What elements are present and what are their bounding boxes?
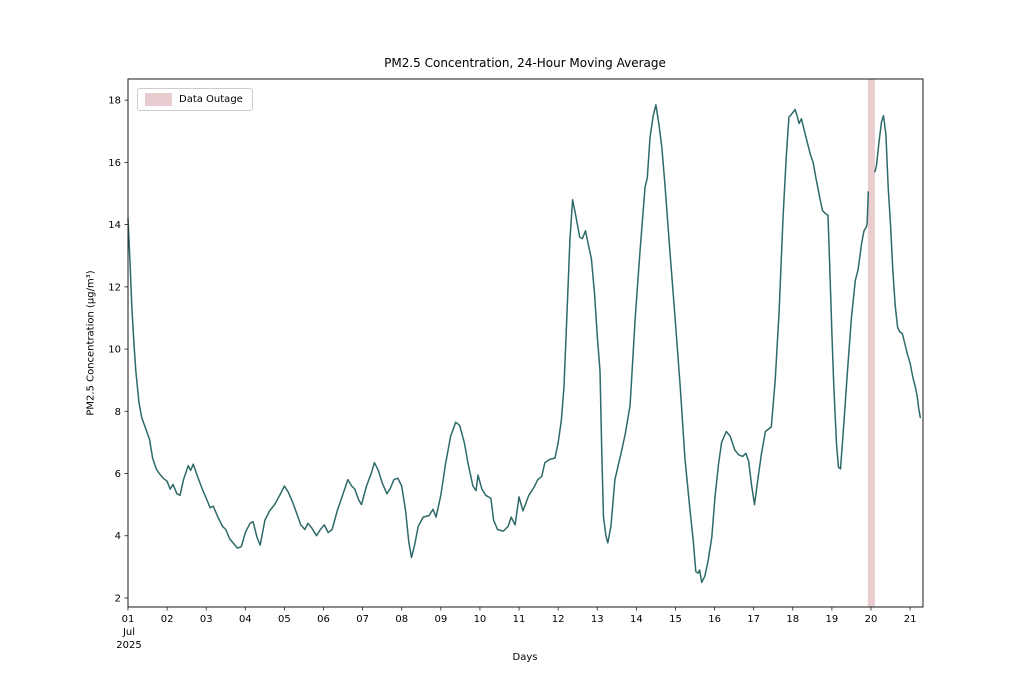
- y-tick-label: 8: [115, 407, 121, 418]
- x-tick-label: 13: [591, 614, 604, 625]
- x-tick-label: 14: [630, 614, 643, 625]
- legend-label: Data Outage: [179, 94, 243, 105]
- x-tick-label: 01: [122, 614, 135, 625]
- x-axis-label: Days: [512, 652, 538, 663]
- x-tick-label: 06: [317, 614, 330, 625]
- x-tick-label: 11: [513, 614, 526, 625]
- x-tick-label: 03: [200, 614, 213, 625]
- y-tick-label: 10: [108, 345, 121, 356]
- axes-frame: [127, 78, 924, 608]
- y-tick-label: 2: [115, 593, 121, 604]
- x-tick-label: 21: [904, 614, 917, 625]
- x-tick-label: 09: [434, 614, 447, 625]
- x-tick-label: 08: [395, 614, 408, 625]
- data-outage-band: [867, 79, 875, 607]
- y-tick-label: 4: [115, 531, 121, 542]
- y-tick-label: 14: [108, 220, 121, 231]
- x-tick-sublabel: 2025: [116, 640, 141, 651]
- x-tick-label: 10: [474, 614, 487, 625]
- x-tick-label: 04: [239, 614, 252, 625]
- x-tick-label: 07: [356, 614, 369, 625]
- y-tick-label: 6: [115, 469, 121, 480]
- pm25-line-pre-outage: [127, 104, 870, 584]
- x-tick-label: 20: [865, 614, 878, 625]
- x-tick-label: 19: [826, 614, 839, 625]
- legend-swatch-data-outage: [145, 93, 172, 106]
- y-axis-label: PM2.5 Concentration (µg/m³): [85, 270, 97, 416]
- chart-title: PM2.5 Concentration, 24-Hour Moving Aver…: [384, 56, 666, 70]
- legend: Data Outage: [137, 88, 253, 111]
- y-tick-label: 16: [108, 158, 121, 169]
- y-tick-label: 18: [108, 96, 121, 107]
- x-tick-label: 18: [786, 614, 799, 625]
- x-tick-label: 05: [278, 614, 291, 625]
- x-tick-label: 17: [747, 614, 760, 625]
- x-tick-label: 02: [161, 614, 174, 625]
- x-tick-sublabel: Jul: [122, 627, 135, 638]
- x-tick-label: 16: [708, 614, 721, 625]
- y-tick-label: 12: [108, 282, 121, 293]
- x-tick-label: 12: [552, 614, 565, 625]
- pm25-line-post-outage: [874, 114, 922, 419]
- x-tick-label: 15: [669, 614, 682, 625]
